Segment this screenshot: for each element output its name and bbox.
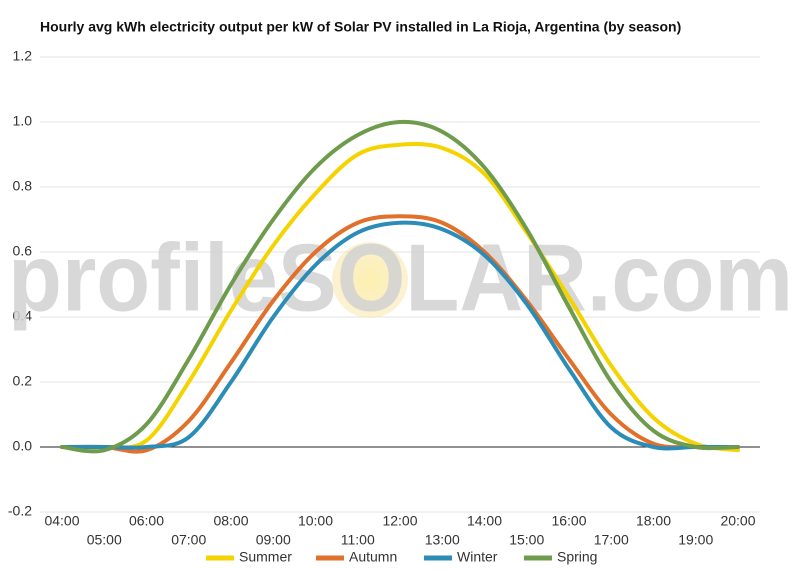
x-tick-label: 09:00: [256, 532, 291, 548]
y-tick-label: -0.2: [8, 503, 32, 519]
y-tick-label: 0.0: [13, 438, 33, 454]
grid: -0.2 0.0 0.2 0.4 0.6 0.8 1.0 1.2 04:00 05:00 06:00…: [8, 48, 760, 548]
legend-label: Summer: [239, 549, 292, 565]
legend-label: Autumn: [349, 549, 397, 565]
x-tick-label: 04:00: [44, 513, 79, 529]
y-tick-label: 0.6: [13, 243, 33, 259]
y-tick-label: 1.0: [13, 113, 33, 129]
series-line: [60, 142, 740, 453]
x-tick-label: 19:00: [678, 532, 713, 548]
x-tick-label: 10:00: [298, 513, 333, 529]
watermark-sun: [332, 242, 408, 318]
legend-label: Spring: [557, 549, 597, 565]
x-tick-label: 15:00: [509, 532, 544, 548]
x-tick-label: 20:00: [720, 513, 755, 529]
x-tick-label: 17:00: [594, 532, 629, 548]
x-tick-label: 12:00: [382, 513, 417, 529]
series-line: [60, 214, 740, 454]
y-tick-label: 0.8: [13, 178, 33, 194]
x-tick-label: 14:00: [467, 513, 502, 529]
x-tick-label: 13:00: [425, 532, 460, 548]
y-tick-label: 0.2: [13, 373, 33, 389]
y-tick-label: 1.2: [13, 48, 33, 64]
chart-title: Hourly avg kWh electricity output per kW…: [40, 19, 681, 35]
series-line: [60, 119, 740, 454]
x-tick-label: 18:00: [636, 513, 671, 529]
watermark: profileSOLAR.com: [8, 224, 793, 331]
x-tick-label: 05:00: [87, 532, 122, 548]
x-tick-label: 11:00: [341, 532, 375, 548]
x-tick-label: 06:00: [129, 513, 164, 529]
x-tick-label: 16:00: [551, 513, 586, 529]
y-tick-label: 0.4: [13, 308, 33, 324]
plot: Summer Autumn Winter Spring: [60, 119, 740, 565]
legend-label: Winter: [457, 549, 498, 565]
x-tick-label: 08:00: [213, 513, 248, 529]
x-tick-label: 07:00: [171, 532, 206, 548]
series-line: [60, 220, 740, 451]
